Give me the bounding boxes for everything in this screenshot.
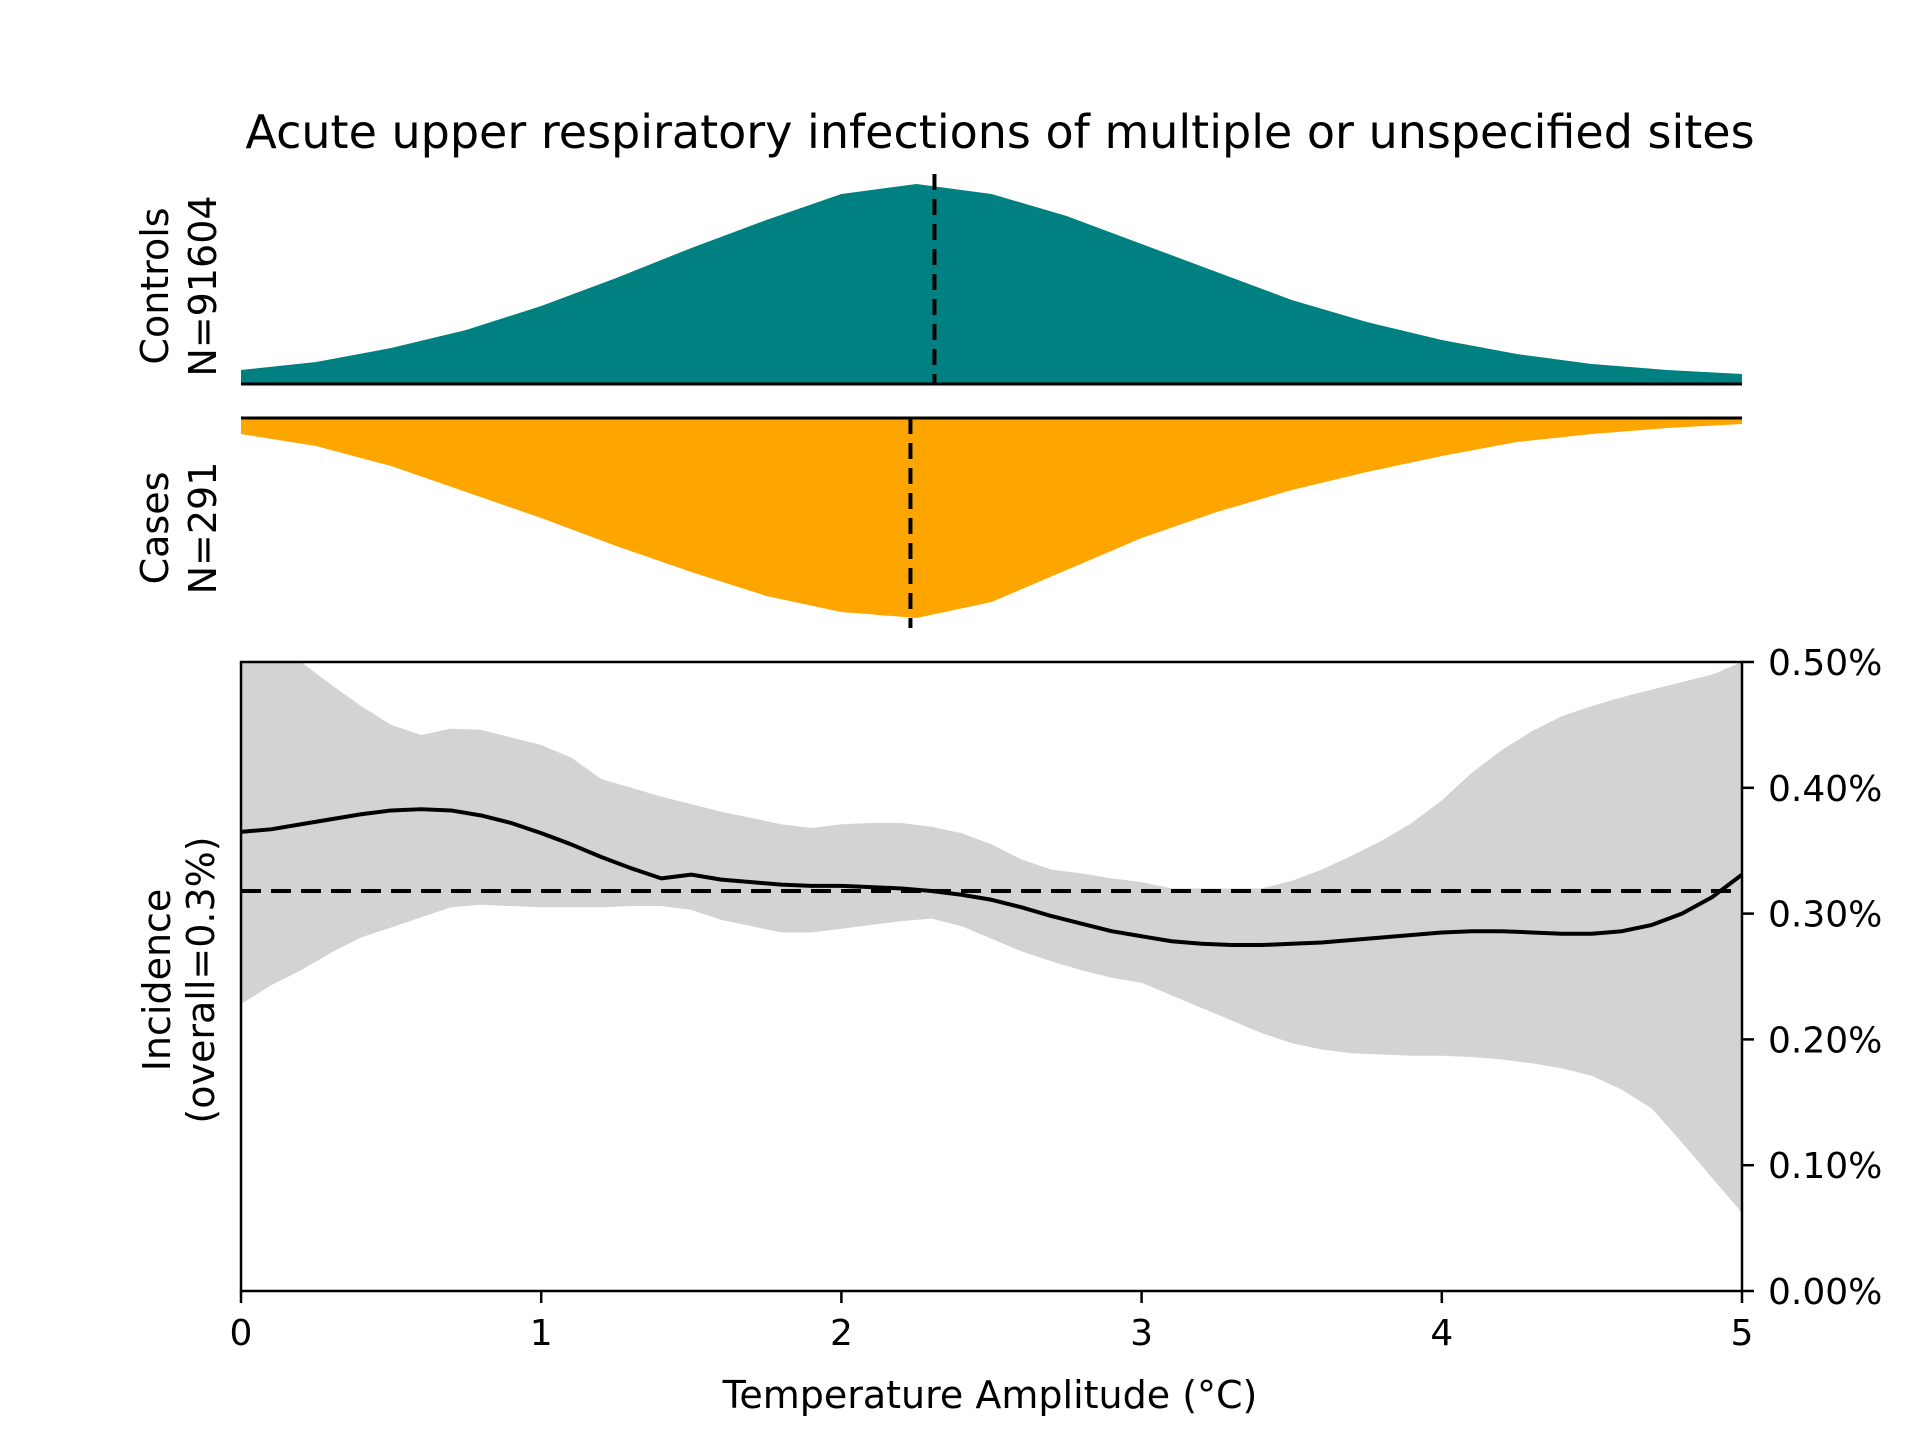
x-tick-label: 5: [1731, 1313, 1754, 1354]
y-tick-label: 0.20%: [1768, 1020, 1882, 1061]
incidence-plot-frame: [239, 660, 1744, 1293]
controls-label: Controls: [133, 207, 177, 364]
y-tick-label: 0.40%: [1768, 769, 1882, 810]
x-tick-label: 3: [1130, 1313, 1153, 1354]
x-tick-label: 1: [530, 1313, 553, 1354]
x-tick-label: 4: [1430, 1313, 1453, 1354]
y-tick-label: 0.10%: [1768, 1146, 1882, 1187]
cases-density-area: [241, 418, 1742, 618]
x-tick-label: 0: [230, 1313, 253, 1354]
x-tick-label: 2: [830, 1313, 853, 1354]
y-axis-label-overall: (overall=0.3%): [179, 836, 223, 1123]
controls-density-area: [241, 184, 1742, 384]
controls-panel: Controls N=91604: [133, 174, 1742, 386]
incidence-panel: 0 1 2 3 4 5 0.00% 0.10% 0.20% 0.30% 0.40% 0.50% Te…: [135, 643, 1882, 1417]
controls-count-label: N=91604: [181, 195, 225, 376]
y-tick-label: 0.50%: [1768, 643, 1882, 684]
y-tick-label: 0.30%: [1768, 895, 1882, 936]
x-axis: 0 1 2 3 4 5: [230, 1291, 1754, 1354]
x-axis-label: Temperature Amplitude (°C): [722, 1373, 1258, 1417]
y-axis-right: 0.00% 0.10% 0.20% 0.30% 0.40% 0.50%: [1742, 643, 1882, 1313]
chart-title: Acute upper respiratory infections of mu…: [245, 105, 1754, 159]
y-axis-label: Incidence: [135, 889, 179, 1072]
cases-panel: Cases N=291: [133, 416, 1742, 628]
confidence-band: [241, 662, 1742, 1214]
y-tick-label: 0.00%: [1768, 1272, 1882, 1313]
cases-label: Cases: [133, 472, 177, 585]
incidence-estimate-line: [240, 807, 1744, 948]
cases-count-label: N=291: [181, 462, 225, 595]
